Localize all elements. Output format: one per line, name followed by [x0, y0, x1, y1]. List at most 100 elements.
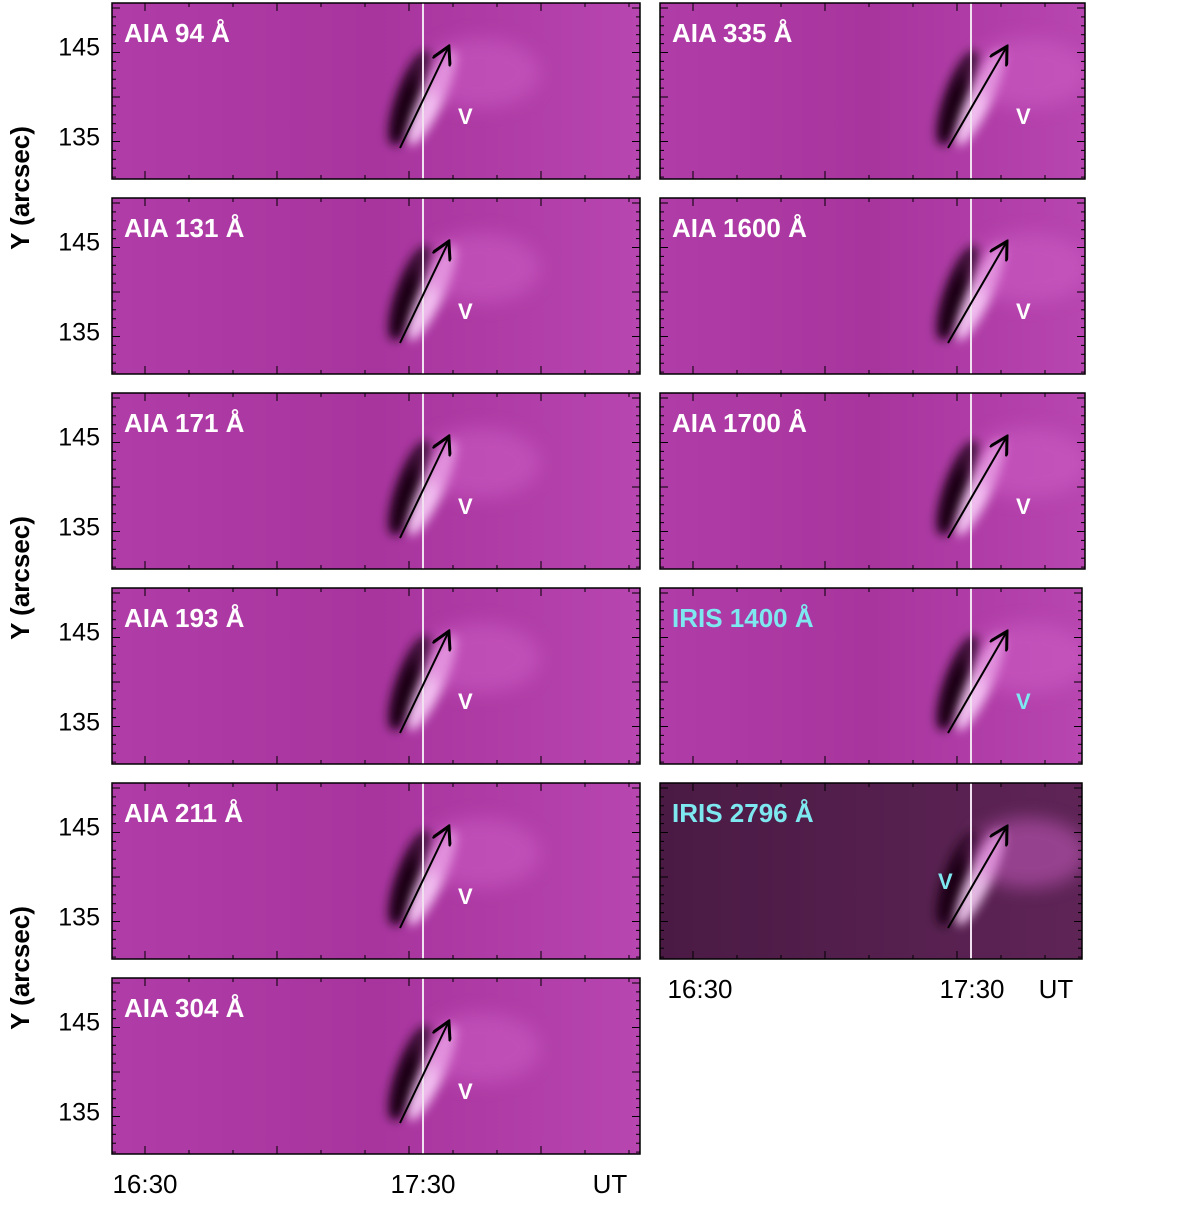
- velocity-label: V: [458, 1079, 473, 1104]
- frame: [111, 197, 641, 375]
- panel: AIA 1600 Å V: [659, 197, 1086, 375]
- y-tick-label: 135: [58, 514, 100, 542]
- frame: [111, 782, 641, 960]
- y-tick-label: 145: [58, 424, 100, 452]
- glow: [420, 1013, 540, 1083]
- y-tick-label: 135: [58, 904, 100, 932]
- y-tick-label: 145: [58, 34, 100, 62]
- background: [112, 978, 640, 1154]
- velocity-label: V: [1016, 494, 1031, 519]
- panel-image: [660, 393, 1085, 569]
- panel-label: AIA 304 Å: [124, 993, 245, 1023]
- background: [112, 783, 640, 959]
- arrow: [399, 438, 448, 539]
- arrow: [399, 243, 448, 344]
- arrow: [399, 828, 448, 929]
- y-tick-label: 135: [58, 1099, 100, 1127]
- frame: [111, 977, 641, 1155]
- x-unit: UT: [593, 1169, 628, 1199]
- arrow: [399, 1023, 448, 1124]
- panel-image: [660, 783, 1082, 959]
- x-tick-label: 16:30: [112, 1169, 177, 1199]
- panel: IRIS 2796 Å V: [659, 782, 1083, 960]
- panel-image: [660, 588, 1082, 764]
- velocity-label: V: [458, 104, 473, 129]
- glow: [420, 233, 540, 303]
- glow: [420, 428, 540, 498]
- frame: [659, 2, 1086, 180]
- glow: [420, 38, 540, 108]
- x-tick-label: 16:30: [667, 974, 732, 1004]
- panel: IRIS 1400 Å V: [659, 587, 1083, 765]
- glow: [968, 818, 1082, 888]
- glow: [968, 623, 1082, 693]
- y-tick-label: 145: [58, 619, 100, 647]
- panel-image: [112, 198, 640, 374]
- panel-image: [660, 3, 1085, 179]
- panel: AIA 131 Å V: [111, 197, 641, 375]
- glow: [968, 38, 1085, 108]
- y-tick-label: 135: [58, 319, 100, 347]
- background: [112, 3, 640, 179]
- glow: [420, 818, 540, 888]
- velocity-label: V: [1016, 299, 1031, 324]
- y-axis-label: Y (arcsec): [5, 906, 35, 1030]
- frame: [659, 197, 1086, 375]
- arrow: [947, 633, 1006, 734]
- x-tick-label: 17:30: [939, 974, 1004, 1004]
- panel: AIA 94 Å V: [111, 2, 641, 180]
- y-tick-label: 145: [58, 229, 100, 257]
- y-axis-label: Y (arcsec): [5, 516, 35, 640]
- frame: [111, 2, 641, 180]
- glow: [420, 623, 540, 693]
- background: [112, 588, 640, 764]
- panel-label: AIA 171 Å: [124, 408, 245, 438]
- velocity-label: V: [938, 869, 953, 894]
- panel: AIA 304 Å V: [111, 977, 641, 1155]
- arrow: [947, 243, 1006, 344]
- x-unit: UT: [1039, 974, 1074, 1004]
- frame: [659, 587, 1083, 765]
- panel-label: AIA 1600 Å: [672, 213, 807, 243]
- glow: [968, 233, 1085, 303]
- y-tick-label: 135: [58, 124, 100, 152]
- x-tick-label: 17:30: [390, 1169, 455, 1199]
- velocity-label: V: [458, 884, 473, 909]
- panel-label: AIA 211 Å: [124, 798, 243, 828]
- panel-image: [112, 588, 640, 764]
- y-tick-label: 135: [58, 709, 100, 737]
- frame: [659, 392, 1086, 570]
- y-tick-label: 145: [58, 1009, 100, 1037]
- arrow: [399, 633, 448, 734]
- panel-image: [112, 3, 640, 179]
- panel: AIA 193 Å V: [111, 587, 641, 765]
- glow: [968, 428, 1085, 498]
- panel-label: AIA 94 Å: [124, 18, 230, 48]
- background: [112, 198, 640, 374]
- velocity-label: V: [458, 689, 473, 714]
- panel: AIA 211 Å V: [111, 782, 641, 960]
- panel: AIA 1700 Å V: [659, 392, 1086, 570]
- panel-label: AIA 335 Å: [672, 18, 793, 48]
- frame: [111, 587, 641, 765]
- arrow: [947, 828, 1006, 929]
- panel-label: AIA 193 Å: [124, 603, 245, 633]
- velocity-label: V: [458, 299, 473, 324]
- velocity-label: V: [458, 494, 473, 519]
- arrow: [947, 438, 1006, 539]
- panel-image: [660, 198, 1085, 374]
- panel-image: [112, 393, 640, 569]
- y-axis-label: Y (arcsec): [5, 126, 35, 250]
- arrow: [947, 48, 1006, 149]
- panel-label: IRIS 2796 Å: [672, 798, 814, 828]
- panel-label: IRIS 1400 Å: [672, 603, 814, 633]
- y-tick-label: 145: [58, 814, 100, 842]
- velocity-label: V: [1016, 104, 1031, 129]
- panel: AIA 335 Å V: [659, 2, 1086, 180]
- arrow: [399, 48, 448, 149]
- background: [112, 393, 640, 569]
- panel-label: AIA 1700 Å: [672, 408, 807, 438]
- panel-label: AIA 131 Å: [124, 213, 245, 243]
- frame: [111, 392, 641, 570]
